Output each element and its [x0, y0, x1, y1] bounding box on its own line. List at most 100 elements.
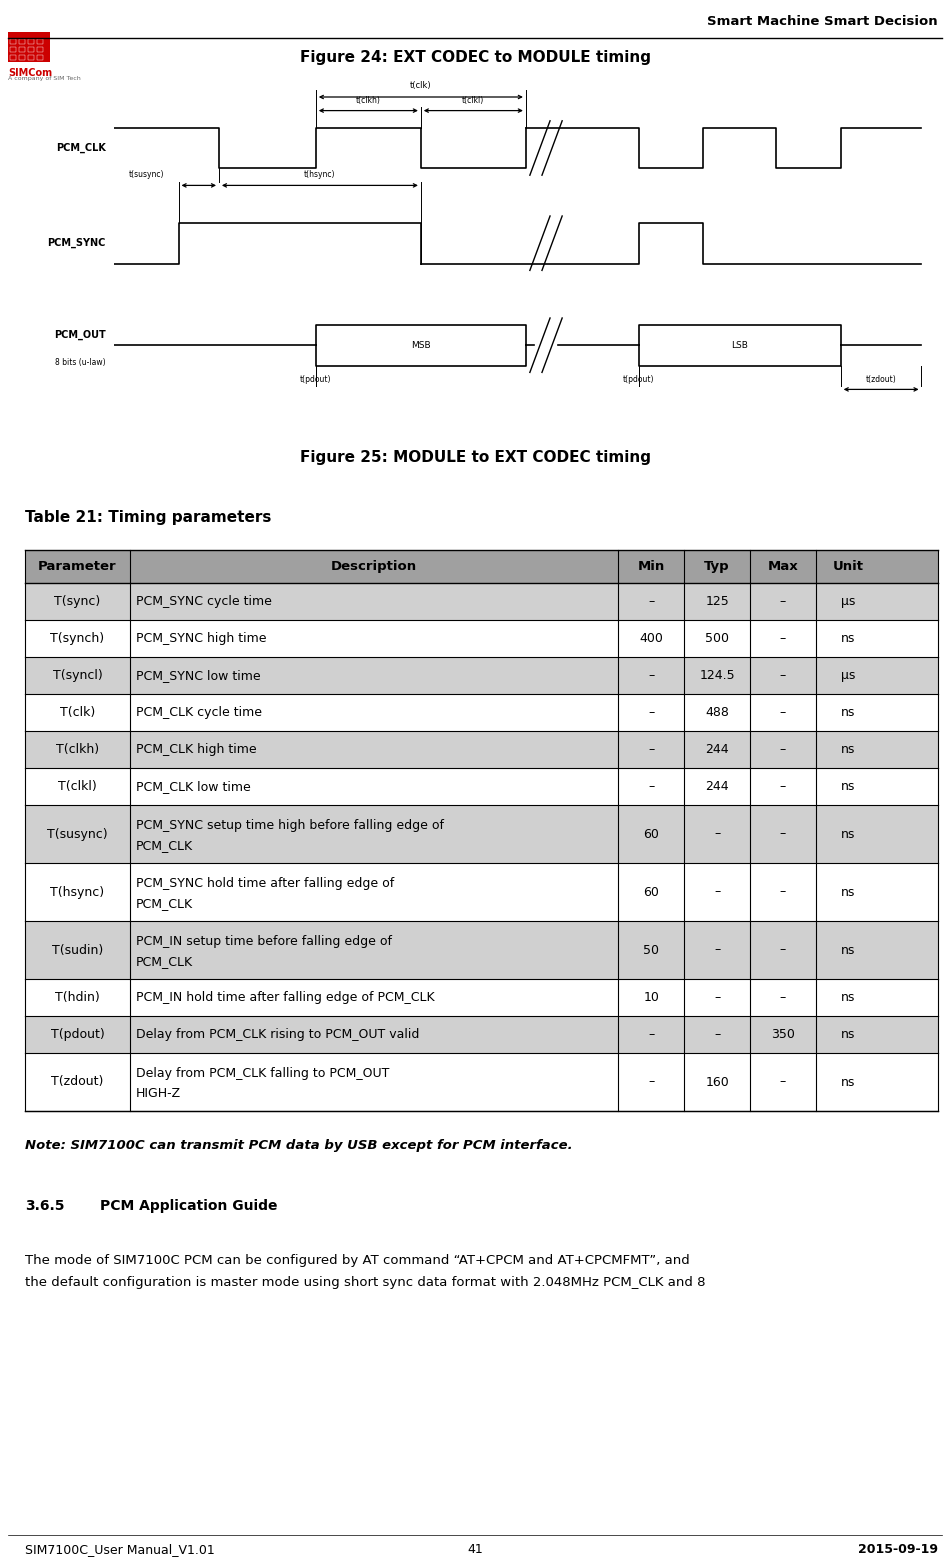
Text: Table 21: Timing parameters: Table 21: Timing parameters — [25, 510, 272, 524]
Text: 125: 125 — [705, 595, 729, 607]
Text: –: – — [780, 827, 786, 840]
Text: Max: Max — [768, 560, 798, 573]
Text: 400: 400 — [639, 632, 663, 645]
Text: ns: ns — [842, 706, 856, 720]
Text: 244: 244 — [705, 743, 729, 756]
Text: –: – — [714, 943, 720, 957]
Text: Figure 24: EXT CODEC to MODULE timing: Figure 24: EXT CODEC to MODULE timing — [299, 50, 651, 66]
Text: –: – — [714, 1029, 720, 1041]
Bar — [28, 47, 34, 52]
Text: T(sync): T(sync) — [54, 595, 101, 607]
Text: ns: ns — [842, 780, 856, 793]
Text: –: – — [714, 991, 720, 1004]
Text: PCM_CLK: PCM_CLK — [136, 898, 193, 910]
Text: LSB: LSB — [732, 340, 749, 350]
Text: PCM_SYNC: PCM_SYNC — [48, 239, 105, 248]
Text: ns: ns — [842, 1029, 856, 1041]
Text: PCM_IN setup time before falling edge of: PCM_IN setup time before falling edge of — [136, 935, 392, 948]
Text: Parameter: Parameter — [38, 560, 117, 573]
Text: 10: 10 — [643, 991, 659, 1004]
Text: –: – — [780, 885, 786, 899]
Text: 244: 244 — [705, 780, 729, 793]
Text: T(susync): T(susync) — [48, 827, 107, 840]
Text: t(zdout): t(zdout) — [865, 375, 897, 384]
Text: Unit: Unit — [833, 560, 864, 573]
Text: T(clk): T(clk) — [60, 706, 95, 720]
Text: –: – — [780, 706, 786, 720]
Bar — [28, 55, 34, 59]
Text: Description: Description — [332, 560, 417, 573]
Text: T(hsync): T(hsync) — [50, 885, 104, 899]
Text: SIMCom: SIMCom — [8, 69, 52, 78]
Text: Note: SIM7100C can transmit PCM data by USB except for PCM interface.: Note: SIM7100C can transmit PCM data by … — [25, 1140, 573, 1152]
Text: μs: μs — [842, 595, 856, 607]
Text: t(clk): t(clk) — [410, 81, 431, 91]
Text: ns: ns — [842, 827, 856, 840]
Text: 124.5: 124.5 — [699, 670, 735, 682]
Text: 60: 60 — [643, 885, 659, 899]
Text: HIGH-Z: HIGH-Z — [136, 1086, 181, 1101]
Text: t(pdout): t(pdout) — [300, 375, 332, 384]
Text: PCM_CLK cycle time: PCM_CLK cycle time — [136, 706, 262, 720]
Bar — [25, 582, 938, 620]
Text: T(zdout): T(zdout) — [51, 1076, 104, 1088]
Bar — [8, 31, 50, 62]
Bar — [19, 55, 25, 59]
Text: 2015-09-19: 2015-09-19 — [858, 1542, 938, 1556]
Text: –: – — [780, 743, 786, 756]
Bar — [19, 39, 25, 44]
Text: –: – — [780, 595, 786, 607]
Text: –: – — [648, 1029, 655, 1041]
Bar — [25, 731, 938, 768]
Text: T(sudin): T(sudin) — [52, 943, 104, 957]
Text: 488: 488 — [705, 706, 729, 720]
Text: t(susync): t(susync) — [128, 170, 164, 178]
Bar — [25, 768, 938, 805]
Text: Delay from PCM_CLK rising to PCM_OUT valid: Delay from PCM_CLK rising to PCM_OUT val… — [136, 1029, 419, 1041]
Text: 8 bits (u-law): 8 bits (u-law) — [55, 357, 105, 367]
Text: T(pdout): T(pdout) — [50, 1029, 104, 1041]
Text: ns: ns — [842, 632, 856, 645]
Text: –: – — [780, 670, 786, 682]
Text: PCM_SYNC low time: PCM_SYNC low time — [136, 670, 260, 682]
Text: Delay from PCM_CLK falling to PCM_OUT: Delay from PCM_CLK falling to PCM_OUT — [136, 1066, 390, 1080]
Bar — [25, 921, 938, 979]
Text: t(hsync): t(hsync) — [304, 170, 335, 178]
Text: t(clkl): t(clkl) — [463, 97, 484, 106]
Text: –: – — [780, 991, 786, 1004]
Text: PCM_SYNC hold time after falling edge of: PCM_SYNC hold time after falling edge of — [136, 877, 394, 890]
Text: Figure 25: MODULE to EXT CODEC timing: Figure 25: MODULE to EXT CODEC timing — [299, 450, 651, 465]
Bar — [37, 39, 43, 44]
Text: –: – — [714, 827, 720, 840]
Text: PCM_CLK: PCM_CLK — [136, 955, 193, 968]
Text: ns: ns — [842, 991, 856, 1004]
Text: 160: 160 — [705, 1076, 729, 1088]
Text: –: – — [648, 743, 655, 756]
Text: 60: 60 — [643, 827, 659, 840]
Bar — [10, 55, 16, 59]
Bar — [19, 47, 25, 52]
Bar — [25, 863, 938, 921]
Text: 500: 500 — [705, 632, 729, 645]
Text: The mode of SIM7100C PCM can be configured by AT command “AT+CPCM and AT+CPCMFMT: The mode of SIM7100C PCM can be configur… — [25, 1253, 690, 1268]
Text: Typ: Typ — [704, 560, 730, 573]
Bar — [25, 979, 938, 1016]
Text: ns: ns — [842, 885, 856, 899]
Text: –: – — [648, 780, 655, 793]
Text: PCM_CLK low time: PCM_CLK low time — [136, 780, 251, 793]
Text: Smart Machine Smart Decision: Smart Machine Smart Decision — [708, 16, 938, 28]
Bar — [25, 805, 938, 863]
Text: –: – — [780, 1076, 786, 1088]
Text: 3.6.5: 3.6.5 — [25, 1199, 65, 1213]
Text: –: – — [648, 670, 655, 682]
Text: 50: 50 — [643, 943, 659, 957]
Bar — [10, 47, 16, 52]
Text: PCM_OUT: PCM_OUT — [54, 329, 105, 340]
Bar — [25, 1054, 938, 1111]
Text: 350: 350 — [770, 1029, 795, 1041]
Text: 41: 41 — [467, 1542, 483, 1556]
Bar — [25, 549, 938, 582]
Text: PCM_SYNC cycle time: PCM_SYNC cycle time — [136, 595, 272, 607]
Text: t(clkh): t(clkh) — [356, 97, 381, 106]
Text: T(clkh): T(clkh) — [56, 743, 99, 756]
